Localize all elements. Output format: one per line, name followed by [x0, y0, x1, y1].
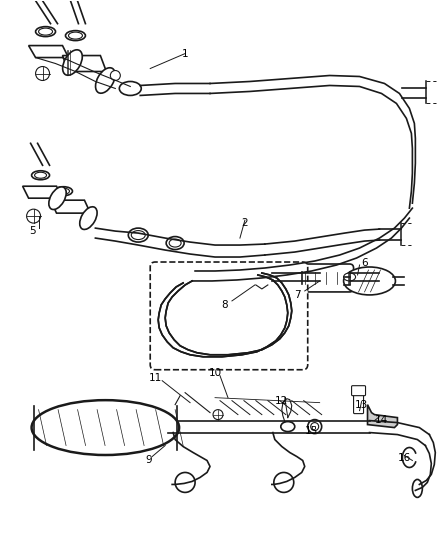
Text: 15: 15	[305, 425, 318, 435]
Circle shape	[175, 472, 195, 492]
FancyBboxPatch shape	[150, 262, 308, 370]
Ellipse shape	[63, 50, 82, 75]
Circle shape	[27, 209, 41, 223]
Ellipse shape	[95, 68, 115, 93]
Ellipse shape	[49, 187, 66, 209]
Polygon shape	[367, 405, 397, 427]
Ellipse shape	[32, 171, 49, 180]
Text: 12: 12	[275, 395, 289, 406]
Text: 11: 11	[148, 373, 162, 383]
Text: 1: 1	[182, 49, 188, 59]
Ellipse shape	[32, 400, 179, 455]
Text: 16: 16	[398, 454, 411, 464]
Text: 13: 13	[355, 400, 368, 410]
Ellipse shape	[35, 172, 46, 178]
Ellipse shape	[166, 237, 184, 249]
Ellipse shape	[128, 228, 148, 242]
Ellipse shape	[131, 231, 145, 239]
Circle shape	[252, 266, 272, 286]
Polygon shape	[23, 186, 63, 198]
Text: 8: 8	[222, 300, 228, 310]
Circle shape	[311, 423, 319, 431]
Text: 7: 7	[294, 290, 301, 300]
Text: 9: 9	[145, 456, 152, 465]
Ellipse shape	[68, 32, 82, 39]
Ellipse shape	[54, 187, 72, 196]
Polygon shape	[28, 46, 68, 58]
Ellipse shape	[413, 480, 422, 497]
Circle shape	[308, 419, 321, 433]
Circle shape	[256, 270, 268, 282]
Ellipse shape	[281, 422, 295, 432]
Ellipse shape	[66, 30, 85, 41]
Text: 5: 5	[29, 226, 36, 236]
Text: 10: 10	[208, 368, 222, 378]
Polygon shape	[50, 200, 90, 213]
Text: 2: 2	[242, 218, 248, 228]
Circle shape	[213, 410, 223, 419]
Ellipse shape	[57, 188, 70, 194]
Ellipse shape	[80, 207, 97, 230]
Circle shape	[110, 70, 120, 80]
Circle shape	[274, 472, 294, 492]
FancyBboxPatch shape	[298, 264, 353, 292]
Ellipse shape	[39, 28, 53, 35]
Text: 6: 6	[361, 258, 368, 268]
Polygon shape	[63, 55, 106, 71]
Ellipse shape	[35, 27, 56, 37]
Ellipse shape	[169, 239, 181, 247]
FancyBboxPatch shape	[352, 386, 366, 395]
Ellipse shape	[119, 82, 141, 95]
FancyBboxPatch shape	[353, 394, 364, 414]
Text: 14: 14	[375, 415, 388, 425]
Ellipse shape	[343, 267, 396, 295]
Circle shape	[35, 67, 49, 80]
Ellipse shape	[343, 273, 356, 281]
